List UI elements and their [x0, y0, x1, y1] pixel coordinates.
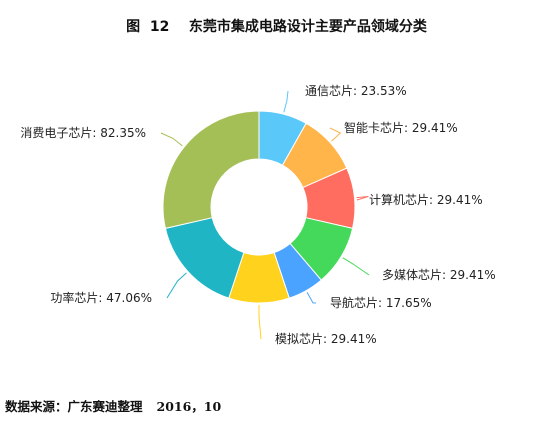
slice-label-8: 消费电子芯片: 82.35%: [20, 126, 146, 140]
source-label: 数据来源：广东赛迪整理: [5, 399, 143, 414]
source-date: 2016，10: [156, 399, 222, 414]
leader-lines: [160, 90, 370, 340]
slice-labels: 通信芯片: 23.53% 智能卡芯片: 29.41% 计算机芯片: 29.41% 多媒…: [20, 84, 495, 346]
leader-line-7: [166, 272, 187, 299]
leader-line-8: [160, 132, 183, 147]
leader-line-2: [329, 127, 342, 142]
slice-label-3: 计算机芯片: 29.41%: [369, 192, 483, 207]
donut-slice-7: [164, 217, 245, 299]
leader-line-3: [356, 195, 369, 201]
slice-label-1: 通信芯片: 23.53%: [305, 84, 407, 98]
leader-line-1: [283, 90, 289, 113]
chart-title: 图 12 东莞市集成电路设计主要产品领域分类: [126, 19, 427, 35]
donut-slice-8: [162, 110, 260, 229]
leader-line-6: [258, 305, 262, 340]
slice-label-7: 功率芯片: 47.06%: [50, 290, 152, 305]
slice-label-2: 智能卡芯片: 29.41%: [344, 120, 458, 135]
leader-line-4: [342, 257, 370, 276]
slice-label-5: 导航芯片: 17.65%: [330, 295, 432, 310]
leader-line-5: [306, 292, 317, 304]
donut-slices: [162, 110, 356, 304]
source-note: 数据来源：广东赛迪整理 2016，10: [5, 396, 221, 415]
slice-label-6: 模拟芯片: 29.41%: [275, 332, 377, 346]
slice-label-4: 多媒体芯片: 29.41%: [382, 268, 496, 282]
